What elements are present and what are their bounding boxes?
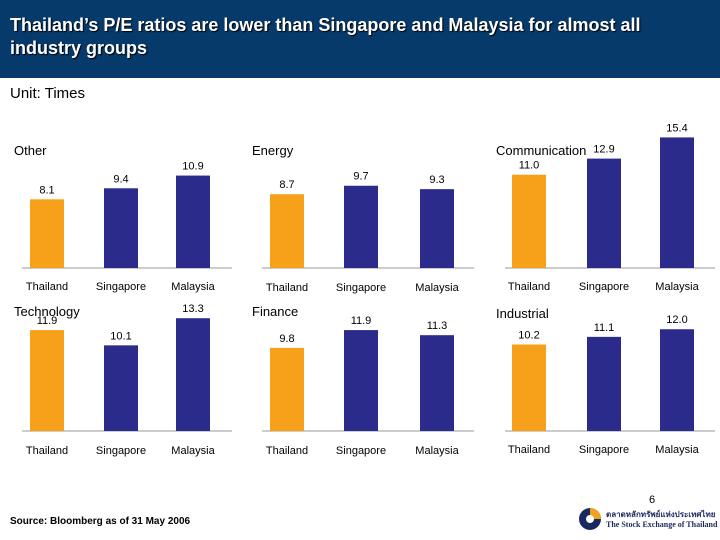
logo-thai-text: ตลาดหลักทรัพย์แห่งประเทศไทย xyxy=(606,510,716,519)
chart-title-technology: Technology xyxy=(14,304,80,319)
bar-technology-singapore xyxy=(104,345,138,431)
category-label-communication-malaysia: Malaysia xyxy=(655,281,699,293)
chart-communication: Communication 11.0 Thailand 12.9 Singapore 15… xyxy=(496,122,715,293)
header-banner: Thailand’s P/E ratios are lower than Sin… xyxy=(0,0,720,78)
bar-communication-thailand xyxy=(512,174,546,268)
bar-finance-thailand xyxy=(270,347,304,431)
value-label-finance-malaysia: 11.3 xyxy=(427,320,448,332)
value-label-technology-malaysia: 13.3 xyxy=(182,303,203,315)
bar-energy-thailand xyxy=(270,194,304,268)
value-label-industrial-malaysia: 12.0 xyxy=(666,314,687,326)
bar-technology-thailand xyxy=(30,330,64,431)
category-label-other-malaysia: Malaysia xyxy=(171,281,215,293)
value-label-finance-singapore: 11.9 xyxy=(351,315,372,327)
chart-energy: Energy 8.7 Thailand 9.7 Singapore 9.3 Malaysia xyxy=(252,143,474,294)
bar-finance-malaysia xyxy=(420,335,454,431)
category-label-technology-thailand: Thailand xyxy=(26,445,68,457)
chart-title-other: Other xyxy=(14,143,47,158)
unit-label: Unit: Times xyxy=(10,85,86,102)
value-label-communication-thailand: 11.0 xyxy=(519,160,540,172)
category-label-energy-singapore: Singapore xyxy=(336,282,386,294)
bar-communication-malaysia xyxy=(660,137,694,268)
page-number: 6 xyxy=(649,494,656,506)
source-note: Source: Bloomberg as of 31 May 2006 xyxy=(10,516,191,527)
logo-english-text: The Stock Exchange of Thailand xyxy=(606,520,718,529)
category-label-communication-thailand: Thailand xyxy=(508,281,550,293)
value-label-energy-singapore: 9.7 xyxy=(353,171,368,183)
value-label-communication-singapore: 12.9 xyxy=(593,144,614,156)
value-label-technology-thailand: 11.9 xyxy=(37,315,58,327)
chart-industrial: Industrial 10.2 Thailand 11.1 Singapore 12.0 M… xyxy=(496,306,715,456)
category-label-communication-singapore: Singapore xyxy=(579,281,629,293)
category-label-other-singapore: Singapore xyxy=(96,281,146,293)
bar-technology-malaysia xyxy=(176,318,210,431)
set-logo: ตลาดหลักทรัพย์แห่งประเทศไทย The Stock Ex… xyxy=(578,505,718,533)
bar-other-thailand xyxy=(30,199,64,268)
bar-other-malaysia xyxy=(176,175,210,268)
value-label-industrial-singapore: 11.1 xyxy=(594,322,615,334)
bar-industrial-singapore xyxy=(587,336,621,431)
category-label-finance-singapore: Singapore xyxy=(336,445,386,457)
value-label-finance-thailand: 9.8 xyxy=(279,333,294,345)
category-label-other-thailand: Thailand xyxy=(26,281,68,293)
category-label-technology-malaysia: Malaysia xyxy=(171,445,215,457)
value-label-energy-malaysia: 9.3 xyxy=(429,174,444,186)
value-label-industrial-thailand: 10.2 xyxy=(518,330,539,342)
category-label-industrial-malaysia: Malaysia xyxy=(655,444,699,456)
value-label-other-thailand: 8.1 xyxy=(39,184,54,196)
category-label-energy-malaysia: Malaysia xyxy=(415,282,459,294)
chart-other: Other 8.1 Thailand 9.4 Singapore 10.9 Malaysia xyxy=(14,143,232,293)
page-title: Thailand’s P/E ratios are lower than Sin… xyxy=(10,15,641,58)
category-label-industrial-thailand: Thailand xyxy=(508,444,550,456)
bar-industrial-thailand xyxy=(512,344,546,431)
value-label-other-singapore: 9.4 xyxy=(113,173,128,185)
value-label-communication-malaysia: 15.4 xyxy=(666,122,687,134)
bar-other-singapore xyxy=(104,188,138,268)
set-logo-icon xyxy=(579,508,601,530)
category-label-energy-thailand: Thailand xyxy=(266,282,308,294)
value-label-energy-thailand: 8.7 xyxy=(279,179,294,191)
category-label-finance-thailand: Thailand xyxy=(266,445,308,457)
chart-title-energy: Energy xyxy=(252,143,294,158)
category-label-finance-malaysia: Malaysia xyxy=(415,445,459,457)
chart-title-communication: Communication xyxy=(496,143,586,158)
bar-finance-singapore xyxy=(344,330,378,431)
bar-energy-malaysia xyxy=(420,189,454,268)
chart-title-industrial: Industrial xyxy=(496,306,549,321)
chart-title-finance: Finance xyxy=(252,304,298,319)
bar-communication-singapore xyxy=(587,158,621,268)
value-label-other-malaysia: 10.9 xyxy=(182,161,203,173)
bar-energy-singapore xyxy=(344,185,378,268)
category-label-technology-singapore: Singapore xyxy=(96,445,146,457)
category-label-industrial-singapore: Singapore xyxy=(579,444,629,456)
chart-finance: Finance 9.8 Thailand 11.9 Singapore 11.3 Malay… xyxy=(252,304,474,457)
value-label-technology-singapore: 10.1 xyxy=(110,330,131,342)
bar-industrial-malaysia xyxy=(660,329,694,431)
